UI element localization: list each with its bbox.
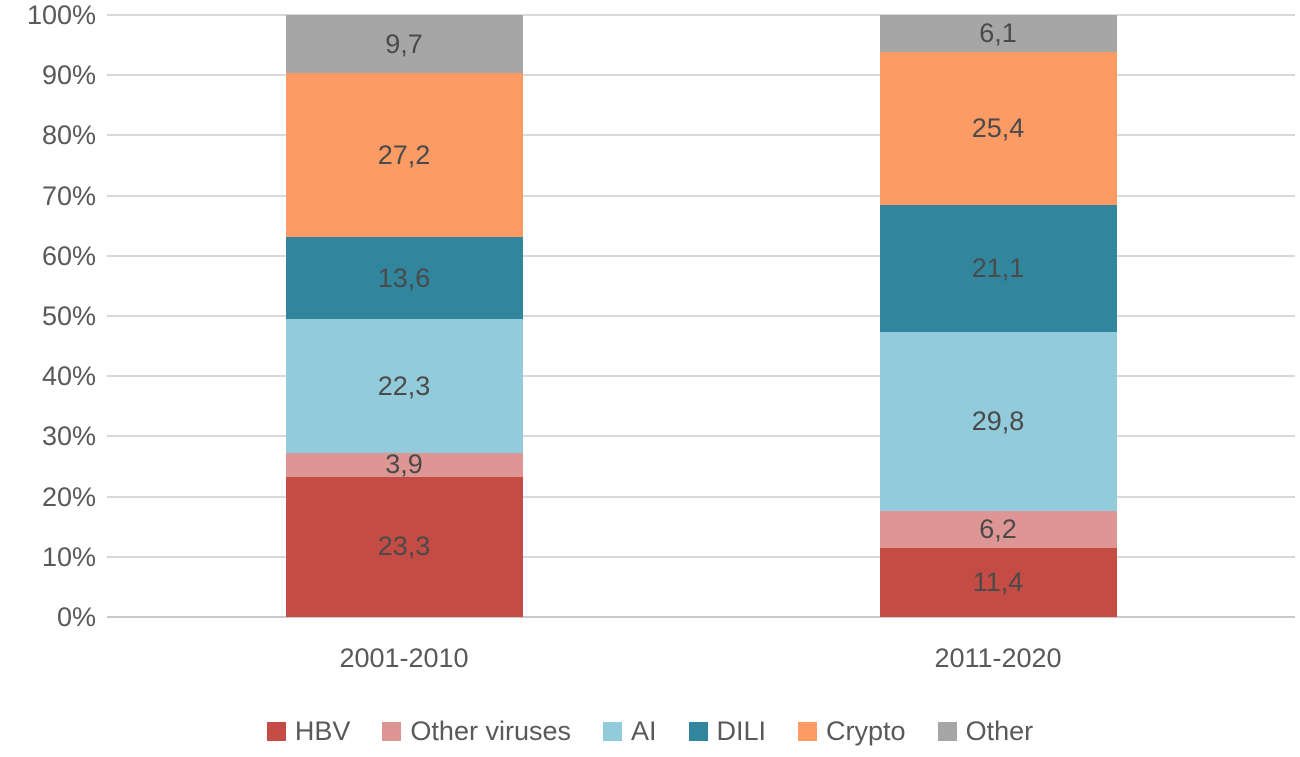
gridline — [107, 495, 1295, 498]
y-axis-tick-label: 20% — [41, 481, 96, 512]
gridline — [107, 14, 1295, 16]
bar-segment-crypto: 25,4 — [879, 51, 1117, 205]
y-axis-tick-label: 10% — [41, 541, 96, 572]
gridline — [107, 74, 1295, 77]
data-label: 13,6 — [377, 262, 431, 293]
legend: HBV Other viruses AI DILI Crypto Other — [0, 716, 1300, 747]
y-axis-tick-label: 0% — [56, 602, 96, 632]
legend-item-hbv: HBV — [266, 716, 351, 747]
legend-label: Crypto — [826, 716, 906, 746]
bar-segment-ai: 29,8 — [879, 331, 1117, 512]
y-axis-tick-label: 60% — [41, 240, 96, 271]
y-axis-tick-label: 100% — [26, 0, 96, 30]
legend-item-crypto: Crypto — [798, 716, 906, 747]
bar-segment-hbv: 11,4 — [879, 548, 1117, 617]
gridline — [107, 555, 1295, 558]
legend-label: AI — [630, 716, 657, 746]
gridline — [107, 134, 1295, 137]
data-label: 27,2 — [377, 139, 431, 170]
data-label: 9,7 — [385, 28, 423, 59]
bar-segment-dili: 21,1 — [879, 204, 1117, 332]
gridline — [107, 375, 1295, 378]
legend-item-other-viruses: Other viruses — [382, 716, 571, 747]
data-label: 21,1 — [971, 252, 1025, 283]
legend-swatch-icon — [798, 722, 818, 741]
bar-2011-2020: 6,1 25,4 21,1 29,8 6,2 11,4 — [879, 15, 1117, 617]
bar-segment-other-viruses: 3,9 — [285, 449, 523, 479]
y-axis-tick-label: 90% — [41, 60, 96, 91]
bar-segment-other-viruses: 6,2 — [879, 511, 1117, 549]
legend-label: DILI — [716, 716, 767, 746]
legend-swatch-icon — [266, 722, 286, 741]
legend-label: Other viruses — [410, 716, 571, 746]
gridline — [107, 194, 1295, 197]
gridline — [107, 616, 1295, 618]
y-axis-tick-label: 40% — [41, 361, 96, 392]
data-label: 11,4 — [972, 567, 1024, 598]
data-label: 6,1 — [979, 17, 1017, 48]
legend-item-ai: AI — [602, 716, 657, 747]
bar-segment-hbv: 23,3 — [285, 476, 523, 617]
bar-segment-ai: 22,3 — [285, 318, 523, 454]
y-axis-tick-label: 70% — [41, 180, 96, 211]
data-label: 22,3 — [377, 370, 431, 401]
y-axis-tick-label: 50% — [41, 301, 96, 331]
legend-label: HBV — [294, 716, 351, 746]
gridline — [107, 254, 1295, 257]
bar-2001-2010: 9,7 27,2 13,6 22,3 3,9 23,3 — [285, 15, 523, 617]
data-label: 23,3 — [377, 531, 431, 562]
legend-item-other: Other — [937, 716, 1034, 747]
bar-segment-other: 9,7 — [285, 15, 523, 74]
gridline — [107, 435, 1295, 438]
plot-area: 9,7 27,2 13,6 22,3 3,9 23,3 6,1 25,4 21,1 29,8 6,2… — [107, 14, 1295, 618]
data-label: 25,4 — [971, 112, 1025, 143]
legend-swatch-icon — [688, 722, 708, 741]
data-label: 29,8 — [971, 405, 1025, 436]
data-label: 3,9 — [385, 449, 423, 480]
x-axis-category-label: 2011-2020 — [934, 643, 1062, 673]
bar-segment-other: 6,1 — [879, 15, 1117, 52]
legend-swatch-icon — [382, 722, 402, 741]
legend-item-dili: DILI — [688, 716, 767, 747]
data-label: 6,2 — [979, 514, 1017, 545]
x-axis-category-label: 2001-2010 — [339, 643, 469, 673]
bar-segment-dili: 13,6 — [285, 237, 523, 319]
y-axis-tick-label: 80% — [41, 120, 96, 151]
legend-label: Other — [965, 716, 1034, 746]
legend-swatch-icon — [937, 722, 957, 741]
legend-swatch-icon — [602, 722, 622, 741]
gridline — [107, 315, 1295, 317]
y-axis-tick-label: 30% — [41, 421, 96, 452]
bar-segment-crypto: 27,2 — [285, 73, 523, 238]
